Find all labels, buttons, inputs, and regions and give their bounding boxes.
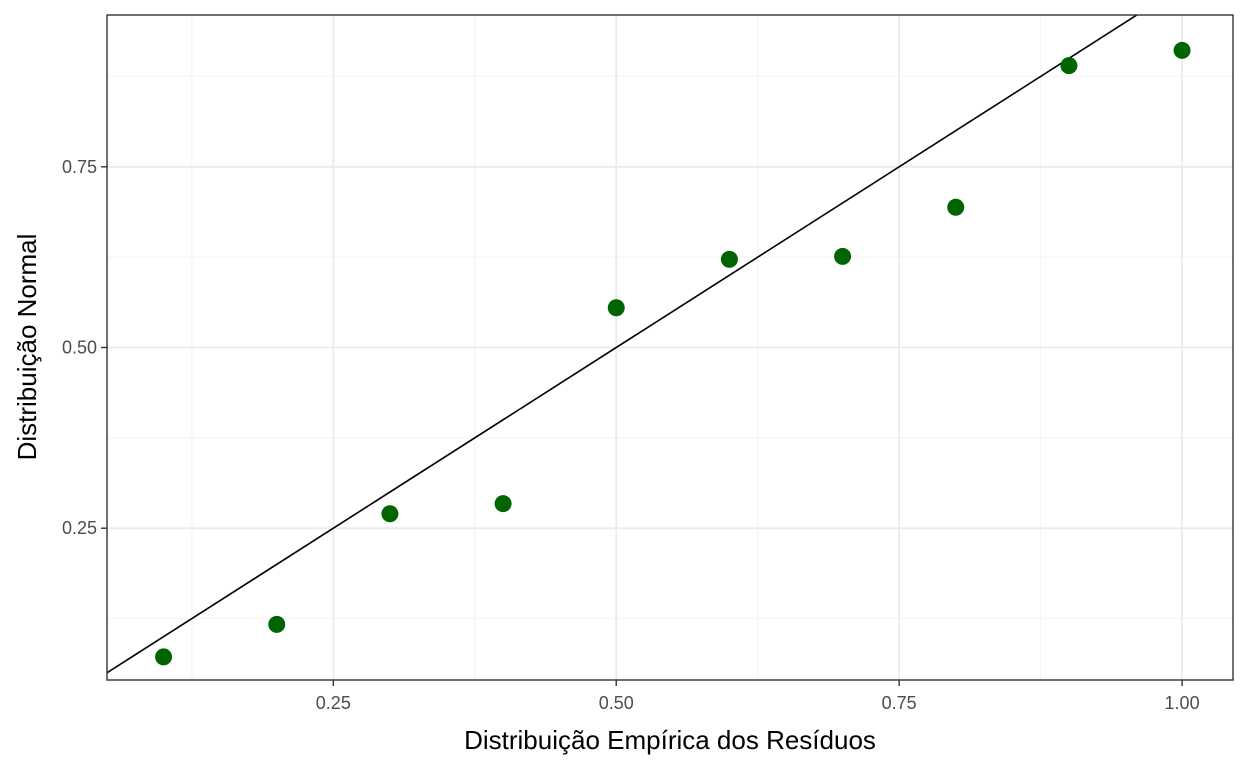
data-point [1060,57,1078,75]
data-point [381,505,399,523]
data-point [720,250,738,268]
data-point [834,247,852,265]
data-point [1173,41,1191,59]
reference-line [107,15,1139,674]
x-axis-title: Distribuição Empírica dos Resíduos [464,725,876,755]
y-tick-label: 0.25 [62,518,97,538]
data-point [268,615,286,633]
y-axis-title: Distribuição Normal [12,234,42,461]
x-tick-label: 0.50 [599,693,634,713]
data-point [607,299,625,317]
data-point [155,648,173,666]
x-tick-label: 0.25 [316,693,351,713]
axes-layer: 0.25 0.50 0.75 1.00 0.25 0.50 0.75 [62,14,1234,713]
x-tick-label: 1.00 [1165,693,1200,713]
data-point [947,198,965,216]
points-layer [155,41,1191,666]
y-tick-label: 0.50 [62,338,97,358]
reference-line-layer [107,15,1139,674]
x-tick-label: 0.75 [882,693,917,713]
data-point [494,495,512,513]
y-tick-label: 0.75 [62,157,97,177]
